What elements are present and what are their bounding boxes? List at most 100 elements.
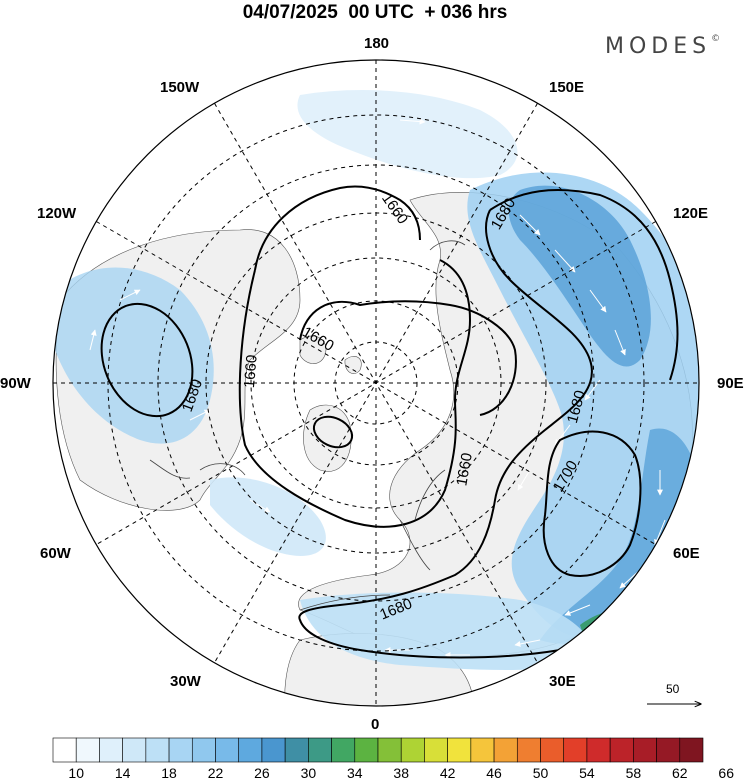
- colorbar-box: [609, 737, 634, 763]
- contour-label: 1660: [241, 354, 261, 389]
- contour-line: [439, 259, 471, 321]
- height-contours: [100, 185, 679, 659]
- contour-line: [254, 185, 421, 271]
- colorbar-box: [516, 737, 541, 763]
- colorbar-box: [656, 737, 681, 763]
- lon-label-150w: 150W: [160, 79, 200, 96]
- colorbar-label: 10: [68, 765, 84, 781]
- wind-vector: [564, 604, 591, 616]
- colorbar-label: 54: [579, 765, 595, 781]
- brand-logo: MODES©: [605, 34, 720, 59]
- wind-vector: [654, 519, 666, 546]
- wind-vector: [614, 329, 626, 356]
- arctic-islands: [299, 335, 362, 374]
- contour-line: [100, 302, 194, 418]
- colorbar-label: 30: [301, 765, 317, 781]
- colorbar-box: [447, 737, 472, 763]
- colorbar-box: [215, 737, 240, 763]
- colorbar-labels: 10141822263034384246505458626670: [68, 765, 734, 781]
- wind-vector: [399, 118, 426, 125]
- jet-band-asia-core: [508, 185, 651, 367]
- colorbar-label: 38: [393, 765, 409, 781]
- colorbar-box: [424, 737, 448, 763]
- lon-label-90w: 90W: [0, 375, 31, 392]
- colorbar-label: 50: [533, 765, 549, 781]
- colorbar-box: [261, 737, 286, 763]
- lon-label-90e: 90E: [717, 375, 744, 392]
- wind-vector: [249, 499, 271, 513]
- colorbar-box: [400, 737, 425, 763]
- contour-line: [542, 430, 642, 577]
- coastline: [299, 240, 466, 611]
- colorbar-box: [308, 737, 332, 763]
- jet-band-north-america: [55, 267, 214, 444]
- colorbar-label: 34: [347, 765, 363, 781]
- colorbar-label: 18: [161, 765, 177, 781]
- colorbar-label: 46: [486, 765, 502, 781]
- lon-label-30e: 30E: [549, 673, 576, 690]
- colorbar-box: [52, 737, 77, 763]
- brand-name: MODES: [605, 34, 712, 59]
- coastline: [149, 459, 246, 479]
- colorbar-box: [377, 737, 402, 763]
- lon-label-60w: 60W: [40, 545, 71, 562]
- lon-label-60e: 60E: [673, 545, 700, 562]
- colorbar-box: [470, 737, 495, 763]
- contour-line: [298, 209, 593, 659]
- colorbar-box: [679, 737, 704, 763]
- colorbar-box: [75, 737, 100, 763]
- colorbar-box: [238, 737, 263, 763]
- jet-band-southern-europe: [300, 592, 592, 670]
- colorbar-box: [633, 737, 657, 763]
- wind-vector: [189, 409, 211, 421]
- contour-line: [489, 189, 679, 381]
- colorbar-box: [586, 737, 611, 763]
- contour-line: [312, 415, 354, 449]
- wind-scale-arrow: [647, 682, 705, 712]
- colorbar-box: [540, 737, 565, 763]
- meridian-line: [96, 221, 656, 545]
- wind-vector: [119, 289, 141, 301]
- wind-vector: [589, 289, 607, 313]
- polar-map: 1660 1680 1660 1680 1660 1660 1680 1700 …: [52, 59, 700, 707]
- wind-vector: [89, 329, 97, 351]
- map-title: 04/07/2025 00 UTC + 036 hrs: [242, 2, 508, 23]
- colorbar-label: 42: [440, 765, 456, 781]
- colorbar-label: 62: [672, 765, 688, 781]
- colorbar-box: [354, 737, 379, 763]
- colorbar-label: 26: [254, 765, 270, 781]
- colorbar-box: [168, 737, 193, 763]
- colorbar-boxes: [52, 737, 704, 763]
- wind-vector: [514, 639, 541, 647]
- wind-scale-label: 50: [666, 682, 680, 696]
- colorbar-label: 22: [208, 765, 224, 781]
- wind-vector: [517, 469, 531, 491]
- lon-label-30w: 30W: [170, 673, 201, 690]
- map-border: [52, 59, 700, 707]
- wind-scale: 50: [645, 682, 705, 712]
- colorbar-label: 14: [115, 765, 131, 781]
- colorbar-box: [331, 737, 356, 763]
- wind-vector: [519, 214, 541, 236]
- colorbar-box: [99, 737, 123, 763]
- latitude-circle: [107, 114, 645, 652]
- meridian-lines: [53, 60, 699, 706]
- colorbar-box: [493, 737, 518, 763]
- colorbar-box: [191, 737, 216, 763]
- colorbar-box: [122, 737, 147, 763]
- colorbar-box: [563, 737, 588, 763]
- colorbar: 10141822263034384246505458626670: [52, 737, 734, 781]
- lon-label-120e: 120E: [673, 205, 709, 222]
- jet-band-pacific-north: [297, 90, 518, 179]
- contour-label: 1660: [453, 451, 476, 487]
- coastlines: [149, 240, 466, 611]
- contour-line: [299, 300, 517, 416]
- wind-speed-shading: [55, 90, 699, 670]
- contour-line: [238, 269, 471, 528]
- lon-label-150e: 150E: [549, 79, 585, 96]
- colorbar-box: [145, 737, 170, 763]
- lon-label-0: 0: [371, 716, 380, 733]
- colorbar-label: 66: [718, 765, 734, 781]
- colorbar-label: 58: [626, 765, 642, 781]
- wind-vector: [554, 424, 571, 446]
